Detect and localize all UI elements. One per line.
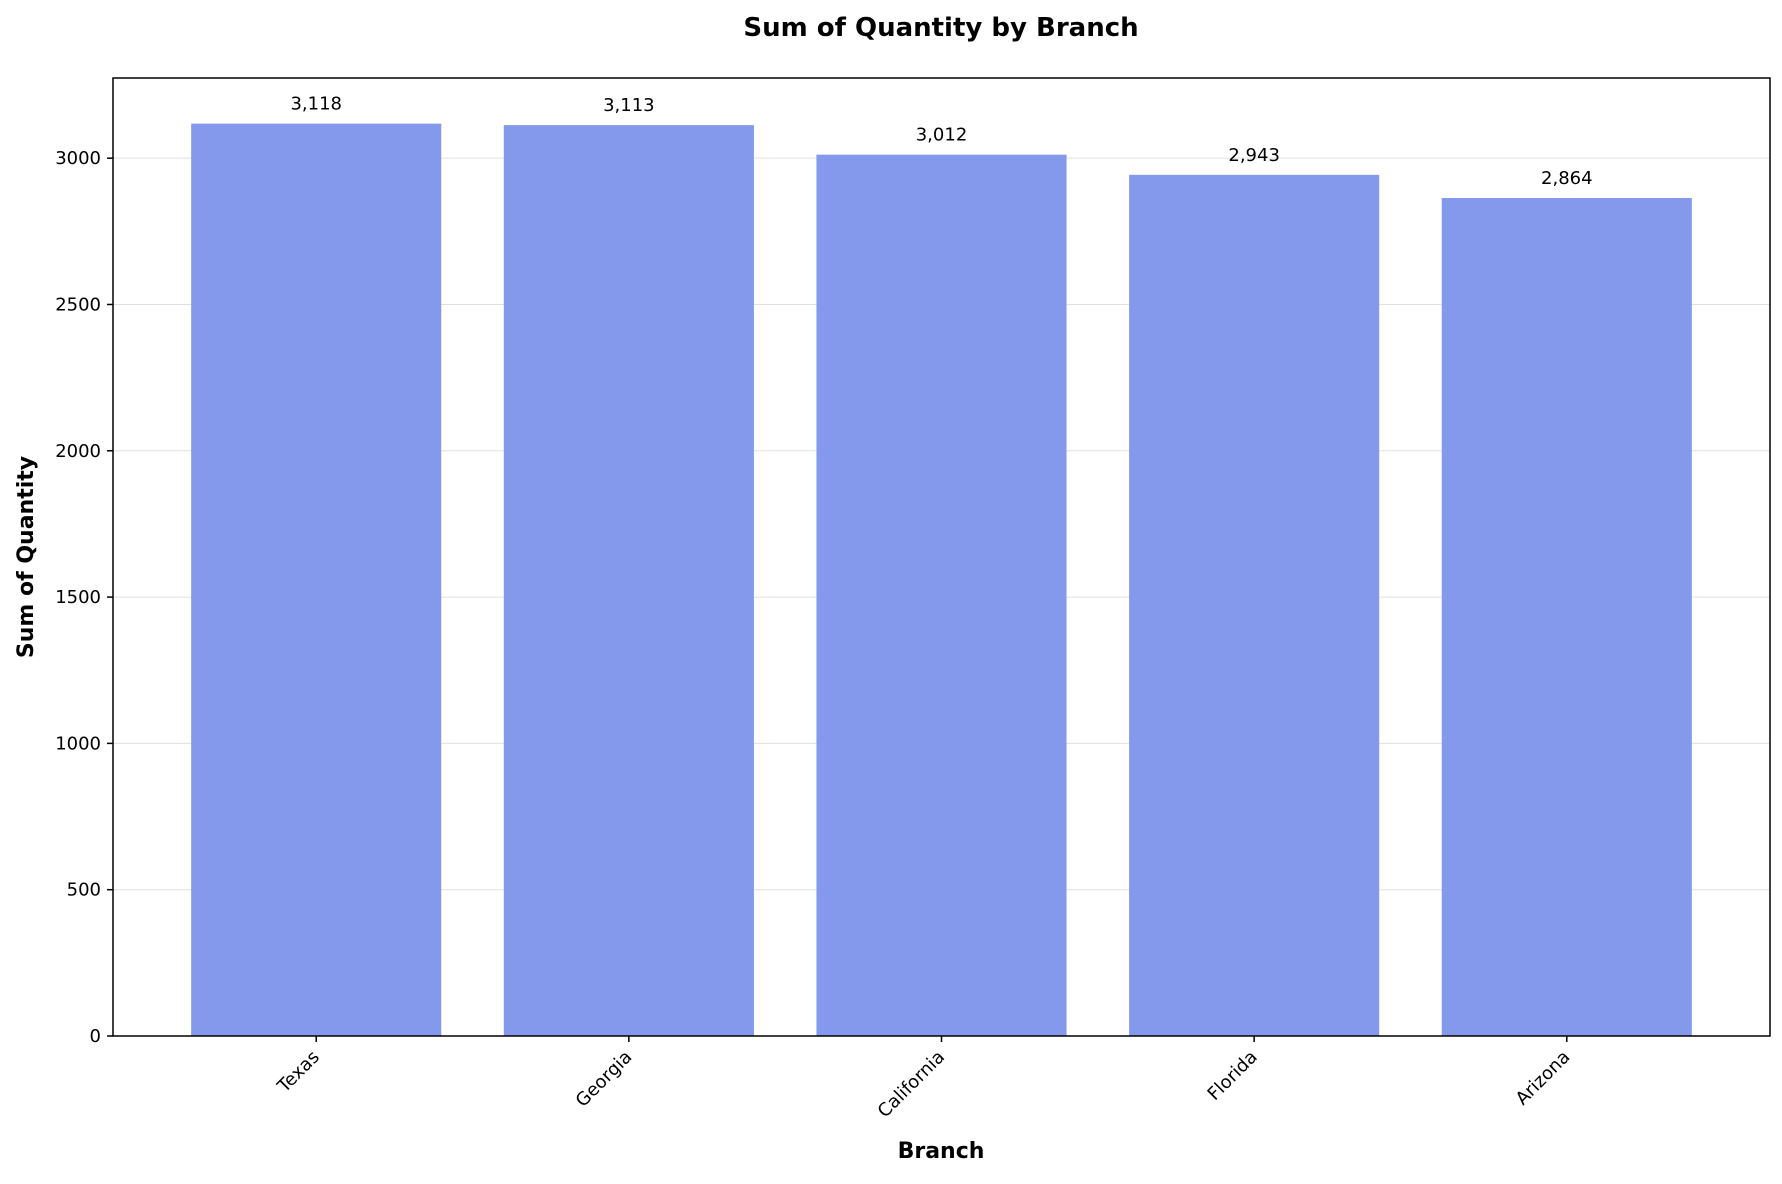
data-label: 3,118	[290, 94, 342, 115]
x-axis-label: Branch	[898, 1139, 985, 1164]
data-label: 2,943	[1228, 145, 1280, 166]
x-tick-label: Texas	[273, 1047, 324, 1098]
x-tick-label: California	[874, 1047, 949, 1122]
bar-georgia	[503, 125, 754, 1036]
bar-texas	[191, 123, 442, 1036]
data-label: 2,864	[1541, 168, 1593, 189]
chart-title: Sum of Quantity by Branch	[743, 13, 1138, 43]
x-tick-label: Georgia	[572, 1047, 637, 1112]
y-tick-label: 2500	[55, 294, 101, 315]
y-tick-label: 2000	[55, 441, 101, 462]
y-tick-label: 1500	[55, 587, 101, 608]
y-tick-label: 3000	[55, 148, 101, 169]
y-tick-label: 1000	[55, 733, 101, 754]
bar-arizona	[1441, 197, 1692, 1036]
x-tick-label: Arizona	[1512, 1047, 1575, 1110]
bar-california	[816, 154, 1067, 1037]
data-label: 3,113	[603, 95, 655, 116]
y-tick-label: 0	[90, 1026, 101, 1047]
y-tick-label: 500	[67, 880, 101, 901]
data-label: 3,012	[916, 125, 968, 146]
bars	[191, 123, 1692, 1037]
x-tick-label: Florida	[1204, 1047, 1262, 1105]
y-axis-label: Sum of Quantity	[14, 456, 39, 658]
data-labels: 3,118 3,113 3,012 2,943 2,864	[290, 94, 1592, 189]
bar-florida	[1129, 174, 1380, 1036]
y-axis-ticks: 0 500 1000 1500 2000 2500 3000	[55, 148, 113, 1047]
x-axis-ticks: Texas Georgia California Florida Arizona	[273, 1036, 1574, 1122]
